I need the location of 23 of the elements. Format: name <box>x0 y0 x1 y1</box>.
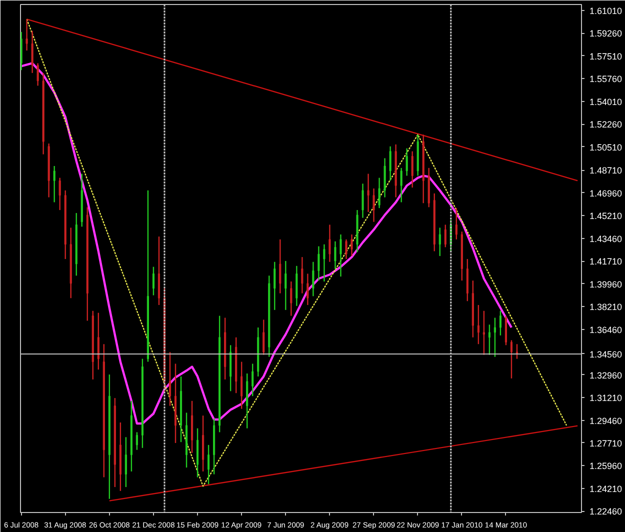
y-tick-label: 1.50510 <box>590 142 622 152</box>
y-tick-label: 1.22460 <box>590 506 622 517</box>
y-tick-label: 1.36460 <box>590 324 622 335</box>
y-tick-label: 1.52260 <box>590 120 622 130</box>
y-tick-label: 1.32960 <box>590 370 622 380</box>
y-tick-label: 1.46960 <box>590 188 622 198</box>
y-tick-label: 1.59260 <box>590 28 622 39</box>
y-tick-label: 1.54010 <box>590 96 622 107</box>
y-tick-label: 1.57510 <box>590 51 622 62</box>
y-tick-label: 1.45210 <box>590 211 622 222</box>
ref-line-label: 1.34560 <box>590 349 622 360</box>
y-tick-label: 1.29460 <box>590 416 622 426</box>
y-tick-label: 1.61010 <box>590 6 622 16</box>
y-tick-label: 1.39960 <box>590 279 622 290</box>
y-tick-label: 1.31210 <box>590 393 622 404</box>
y-tick-label: 1.24210 <box>590 484 622 494</box>
y-tick-label: 1.27710 <box>590 438 622 448</box>
y-tick-label: 1.48710 <box>590 166 622 176</box>
y-tick-label: 1.55760 <box>590 74 622 84</box>
y-tick-label: 1.38210 <box>590 302 622 312</box>
y-tick-label: 1.25960 <box>590 461 622 472</box>
y-tick-label: 1.41710 <box>590 256 622 267</box>
y-tick-label: 1.43460 <box>590 234 622 244</box>
